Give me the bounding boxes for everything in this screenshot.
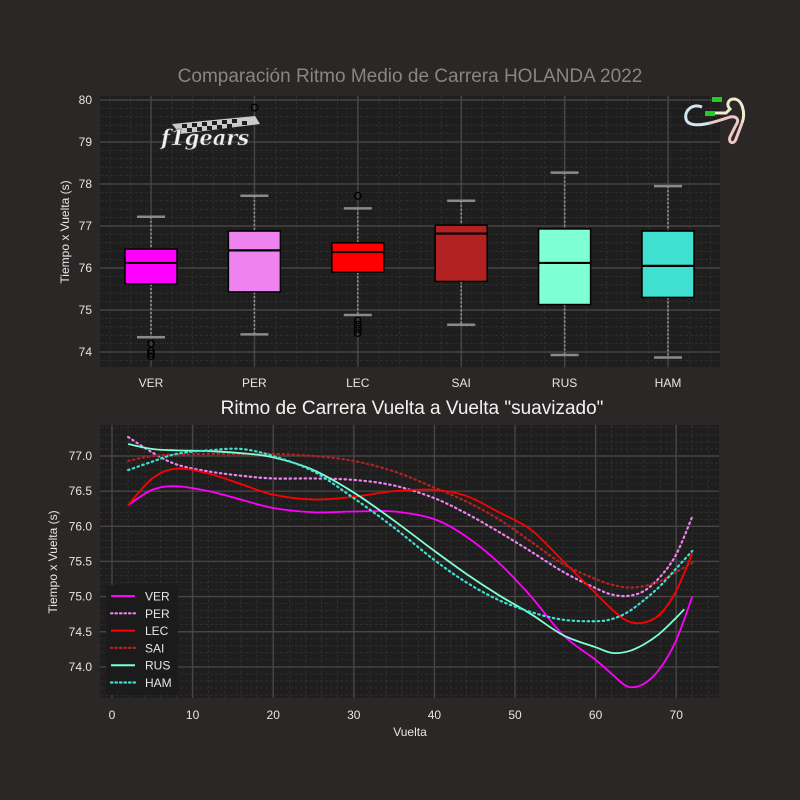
y-tick-label: 74 — [79, 345, 93, 359]
series-per — [127, 435, 694, 598]
y-tick-label: 75.0 — [69, 590, 93, 604]
y-tick-label: 80 — [79, 93, 93, 107]
y-tick-label: 75.5 — [69, 554, 93, 568]
legend: VER PER LEC SAI RUS HAM — [106, 585, 178, 695]
legend-label: HAM — [145, 676, 172, 690]
x-tick-label: 20 — [267, 708, 281, 722]
y-tick-label: 79 — [79, 135, 93, 149]
legend-item-sai: SAI — [109, 641, 164, 655]
top-chart-title: Comparación Ritmo Medio de Carrera HOLAN… — [178, 66, 643, 87]
top-y-axis-label: Tiempo x Vuelta (s) — [58, 180, 72, 283]
series-sai — [127, 452, 694, 589]
line-panel: 74.0 74.5 75.0 75.5 76.0 76.5 77.0 0 10 20 30 40 50 6… — [69, 425, 719, 722]
x-tick-label: 10 — [186, 708, 200, 722]
box-rus — [537, 171, 592, 357]
series-rus — [127, 443, 685, 655]
y-tick-label: 76 — [79, 261, 93, 275]
legend-label: PER — [145, 607, 170, 621]
legend-item-ver: VER — [111, 590, 170, 604]
legend-label: RUS — [145, 659, 170, 673]
f1gears-logo: f1gears — [159, 116, 260, 150]
x-tick-label: 50 — [508, 708, 522, 722]
x-tick-label: 70 — [670, 708, 684, 722]
bottom-chart-title: Ritmo de Carrera Vuelta a Vuelta "suaviz… — [221, 398, 604, 419]
box-per — [227, 103, 282, 336]
y-tick-label: 78 — [79, 177, 93, 191]
x-tick-label: 60 — [589, 708, 603, 722]
legend-label: LEC — [145, 624, 169, 638]
box-sai — [434, 199, 488, 326]
boxplot-panel: 74 75 76 77 78 79 80 VER PER LEC SAI RUS HAM — [79, 93, 720, 390]
legend-item-rus: RUS — [111, 659, 170, 673]
legend-label: SAI — [145, 641, 164, 655]
series-ver — [127, 485, 694, 689]
y-tick-label: 74.5 — [69, 625, 93, 639]
y-tick-label: 74.0 — [69, 660, 93, 674]
x-tick-label: LEC — [346, 376, 370, 390]
legend-background — [106, 585, 178, 695]
legend-item-lec: LEC — [111, 624, 169, 638]
y-tick-label: 77.0 — [69, 449, 93, 463]
box-ham — [641, 184, 695, 359]
box-ver — [124, 215, 178, 361]
legend-item-ham: HAM — [109, 676, 172, 690]
f1gears-logo-text: f1gears — [159, 125, 249, 150]
box-lec — [331, 191, 385, 338]
x-tick-label: SAI — [452, 376, 471, 390]
y-tick-label: 76.5 — [69, 484, 93, 498]
x-tick-label: RUS — [552, 376, 577, 390]
bottom-x-axis-label: Vuelta — [393, 725, 427, 739]
x-tick-label: HAM — [655, 376, 682, 390]
x-tick-label: VER — [139, 376, 164, 390]
x-tick-label: PER — [242, 376, 267, 390]
y-tick-label: 77 — [79, 219, 93, 233]
circuit-map-icon — [684, 97, 746, 145]
legend-label: VER — [145, 590, 170, 604]
bottom-y-axis-label: Tiempo x Vuelta (s) — [46, 510, 60, 613]
x-tick-label: 40 — [428, 708, 442, 722]
legend-item-per: PER — [109, 607, 170, 621]
x-tick-label: 0 — [109, 708, 116, 722]
y-tick-label: 76.0 — [69, 519, 93, 533]
series-lec — [127, 467, 694, 625]
y-tick-label: 75 — [79, 303, 93, 317]
series-ham — [127, 447, 694, 623]
x-tick-label: 30 — [347, 708, 361, 722]
